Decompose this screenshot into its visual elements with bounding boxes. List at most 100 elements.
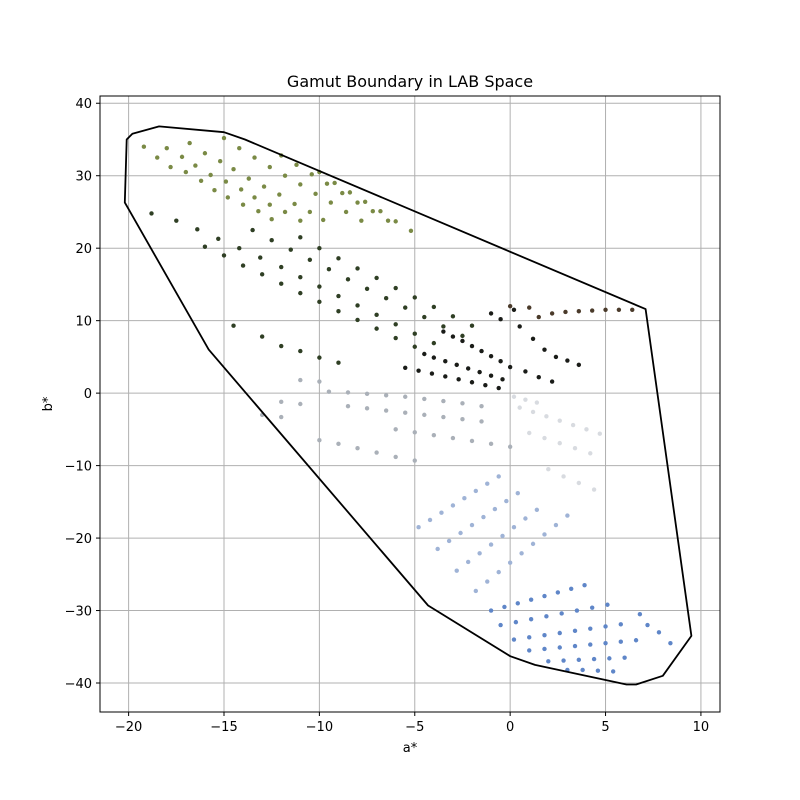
scatter-point <box>198 178 204 183</box>
scatter-point <box>298 218 303 223</box>
scatter-point <box>511 394 517 399</box>
scatter-point <box>502 604 507 610</box>
scatter-point <box>393 427 398 432</box>
scatter-point <box>231 323 236 328</box>
scatter-point <box>498 317 503 322</box>
x-tick-label: −10 <box>306 720 333 735</box>
scatter-point <box>477 369 482 375</box>
y-tick-label: −20 <box>65 532 92 547</box>
scatter-point <box>317 355 322 360</box>
scatter-point <box>542 532 547 537</box>
scatter-point <box>488 608 494 613</box>
scatter-point <box>324 181 330 186</box>
scatter-point <box>403 365 408 370</box>
grid <box>100 96 720 712</box>
scatter-point <box>217 159 223 164</box>
scatter-point <box>507 444 513 449</box>
scatter-point <box>479 348 484 354</box>
scatter-point <box>279 264 284 270</box>
scatter-point <box>527 305 532 310</box>
scatter-point <box>546 467 551 472</box>
x-tick-label: 10 <box>693 720 710 735</box>
scatter-point <box>412 295 417 300</box>
scatter-point <box>336 293 341 299</box>
scatter-point <box>317 438 322 443</box>
scatter-point <box>458 530 463 536</box>
scatter-point <box>317 299 322 305</box>
scatter-point <box>610 669 616 674</box>
scatter-point <box>237 245 242 251</box>
scatter-point <box>412 430 417 435</box>
scatter-point <box>523 397 528 402</box>
scatter-point <box>576 309 582 314</box>
scatter-point <box>656 630 662 635</box>
scatter-point <box>298 274 303 280</box>
scatter-point <box>479 419 484 424</box>
scatter-point <box>223 179 229 184</box>
scatter-point <box>443 359 448 364</box>
scatter-point <box>500 533 505 539</box>
scatter-point <box>557 645 562 650</box>
scatter-point <box>544 614 549 619</box>
scatter-point <box>559 611 564 616</box>
scatter-point <box>340 190 345 196</box>
scatter-point <box>454 362 459 368</box>
scatter-point <box>536 374 541 380</box>
scatter-point <box>269 217 274 222</box>
scatter-point <box>429 371 435 376</box>
scatter-point <box>345 403 351 409</box>
scatter-point <box>364 286 370 291</box>
scatter-point <box>496 474 501 479</box>
scatter-point <box>561 474 566 479</box>
scatter-point <box>317 284 322 289</box>
scatter-point <box>393 219 398 224</box>
scatter-point <box>383 295 389 301</box>
scatter-point <box>561 658 566 663</box>
y-tick-label: −10 <box>65 460 92 475</box>
scatter-point <box>336 309 341 314</box>
scatter-point <box>507 560 513 565</box>
scatter-point <box>469 343 475 349</box>
scatter-point <box>488 542 494 547</box>
scatter-point <box>603 624 608 629</box>
scatter-point <box>460 401 465 406</box>
scatter-point <box>374 275 379 281</box>
scatter-point <box>469 522 475 528</box>
scatter-point <box>422 351 427 357</box>
scatter-point <box>261 184 267 189</box>
scatter-point <box>258 255 263 260</box>
scatter-point <box>441 414 446 420</box>
y-tick-label: 20 <box>75 242 92 257</box>
scatter-point <box>622 655 627 660</box>
scatter-point <box>252 155 257 160</box>
scatter-point <box>298 235 303 240</box>
scatter-point <box>393 322 398 327</box>
scatter-point <box>279 414 284 420</box>
scatter-point <box>225 195 231 200</box>
scatter-point <box>565 513 570 518</box>
scatter-point <box>246 176 251 181</box>
scatter-point <box>441 329 446 334</box>
scatter-point <box>618 622 623 627</box>
scatter-point <box>183 169 189 175</box>
scatter-point <box>498 622 503 628</box>
scatter-point <box>441 324 446 329</box>
scatter-point <box>527 635 532 640</box>
scatter-point <box>250 227 255 233</box>
scatter-point <box>193 163 198 168</box>
scatter-point <box>279 343 284 349</box>
scatter-point <box>403 394 408 399</box>
scatter-point <box>307 209 313 215</box>
scatter-point <box>523 369 528 374</box>
scatter-point <box>563 309 568 315</box>
scatter-point <box>422 412 427 418</box>
scatter-point <box>298 377 303 383</box>
scatter-point <box>557 630 562 636</box>
x-tick-label: −20 <box>115 720 142 735</box>
scatter-point <box>332 180 337 186</box>
y-axis-label: b* <box>41 396 56 411</box>
scatter-point <box>282 209 288 215</box>
scatter-point <box>530 336 536 341</box>
scatter-point <box>513 619 519 625</box>
scatter-point <box>328 200 334 205</box>
